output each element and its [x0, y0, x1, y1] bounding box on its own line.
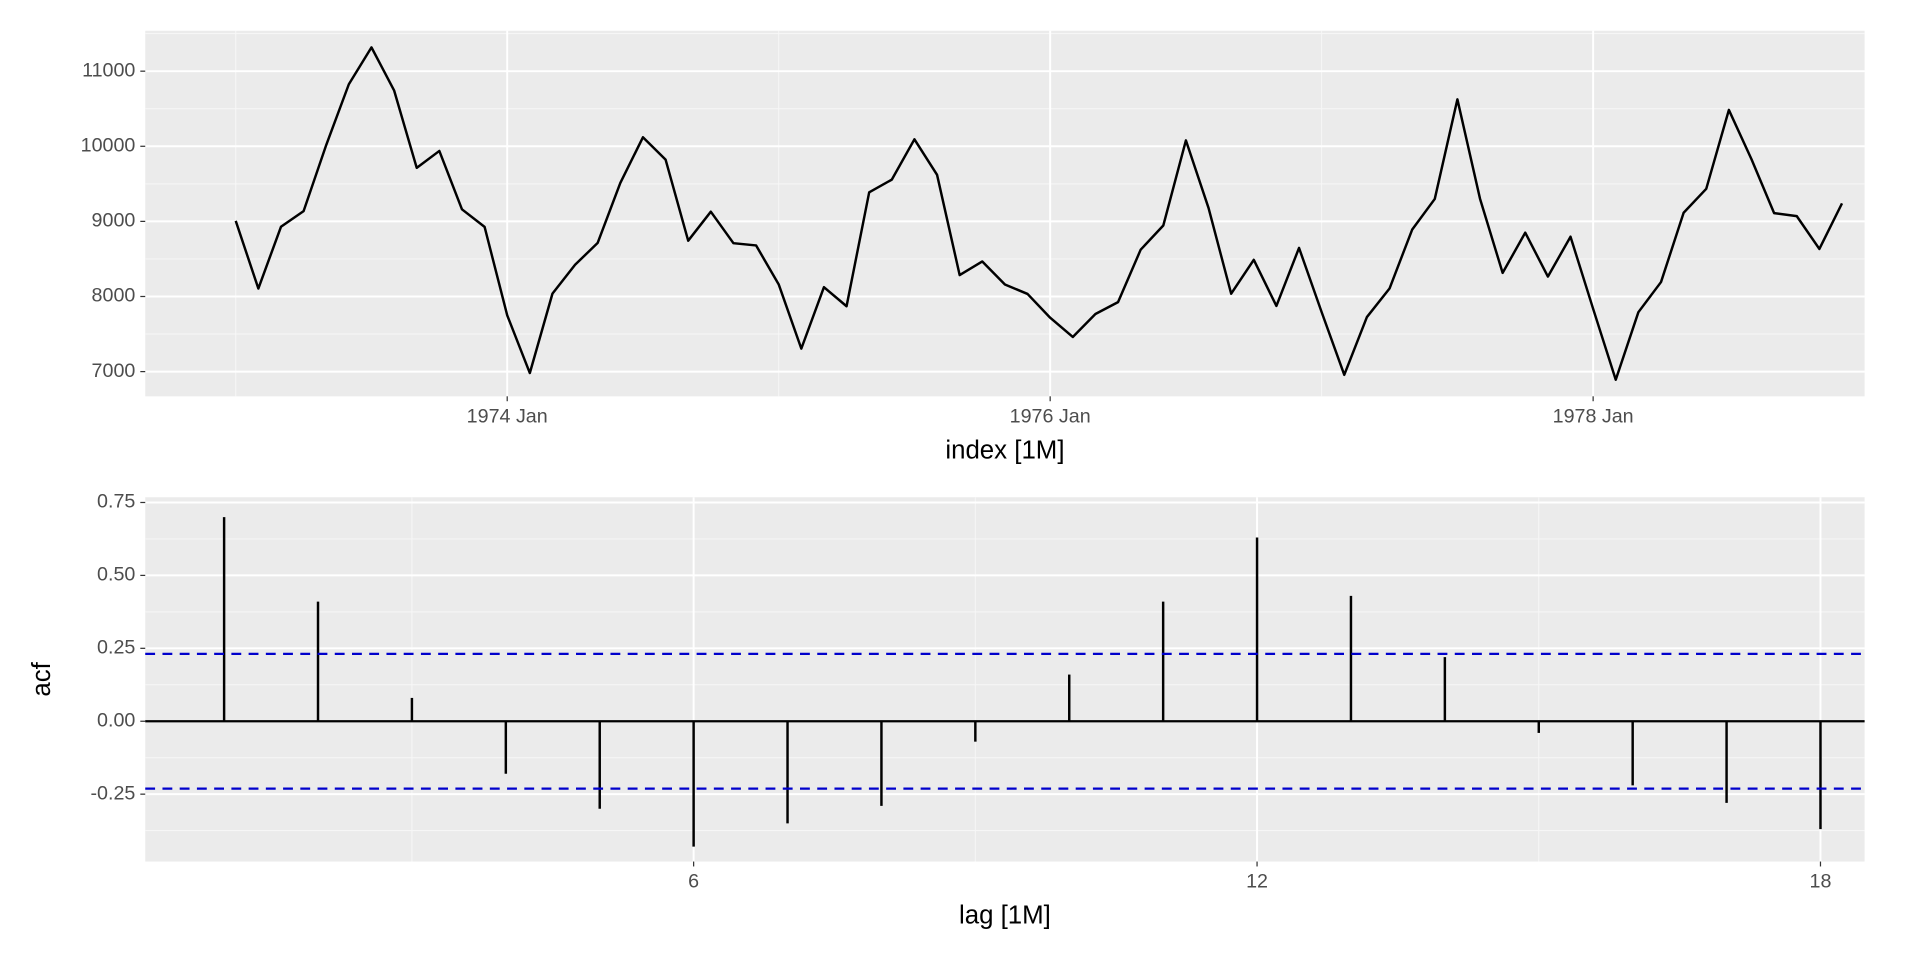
x-tick-label: 1976 Jan: [1010, 405, 1091, 427]
y-tick-label: 8000: [92, 285, 136, 307]
y-axis-title: acf: [28, 661, 56, 696]
y-tick-label: 0.75: [97, 491, 135, 513]
y-tick-label: 0.50: [97, 564, 135, 586]
x-axis-title: index [1M]: [945, 437, 1064, 465]
x-tick-label: 1978 Jan: [1553, 405, 1634, 427]
y-tick-label: 10000: [81, 134, 136, 156]
panel-background: [145, 30, 1865, 397]
x-tick-label: 6: [688, 871, 699, 893]
panel-background: [145, 497, 1865, 862]
y-tick-label: 0.00: [97, 709, 135, 731]
y-tick-label: 7000: [92, 360, 136, 382]
x-axis-title: lag [1M]: [959, 902, 1051, 930]
x-tick-label: 1974 Jan: [467, 405, 548, 427]
y-tick-label: -0.25: [91, 782, 136, 804]
y-tick-label: 11000: [82, 59, 135, 81]
x-tick-label: 18: [1810, 871, 1832, 893]
series-line: [234, 46, 1844, 381]
y-tick-label: 9000: [92, 210, 136, 232]
x-tick-label: 12: [1246, 871, 1268, 893]
y-tick-label: 0.25: [97, 637, 135, 659]
